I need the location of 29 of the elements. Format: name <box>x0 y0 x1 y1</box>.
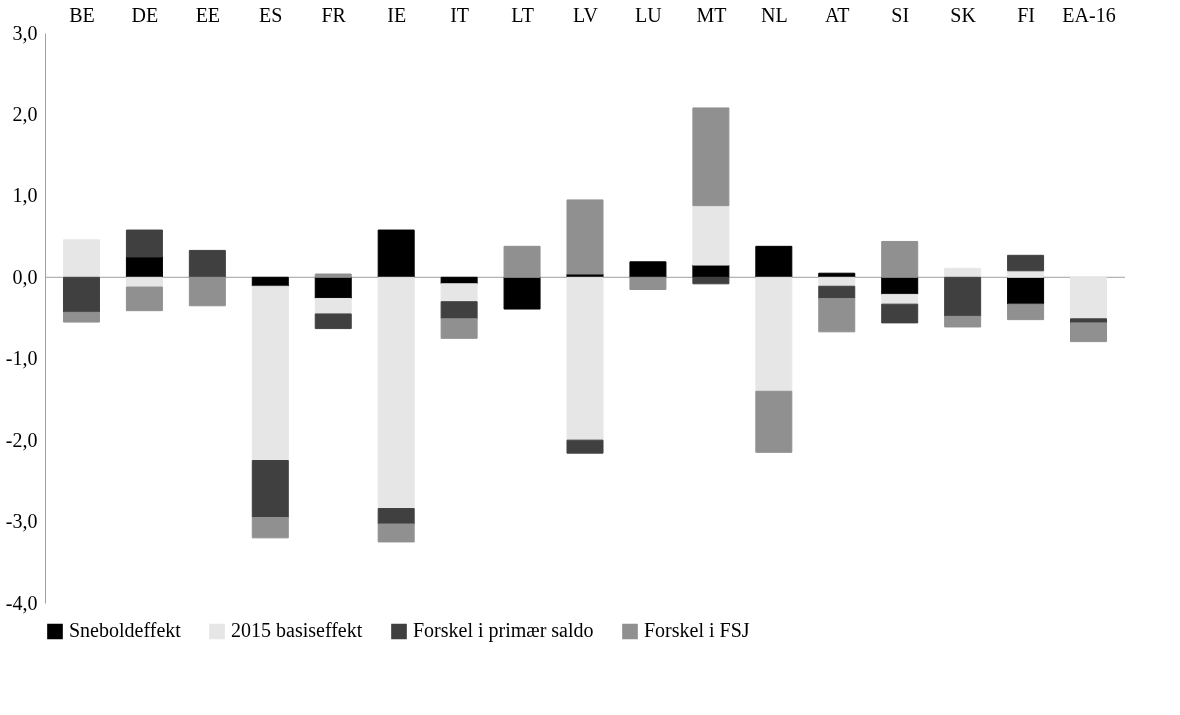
x-tick-label: IT <box>450 3 470 26</box>
y-tick-label: -4,0 <box>5 591 38 614</box>
x-tick-label: FR <box>321 3 347 26</box>
x-tick-label: EE <box>195 3 221 26</box>
y-tick-label: -3,0 <box>5 510 38 533</box>
x-tick-label: LU <box>635 3 663 26</box>
y-tick-label: 2,0 <box>12 102 38 125</box>
x-tick-label: LV <box>573 3 599 26</box>
x-tick-label: AT <box>825 3 850 26</box>
x-tick-label: DE <box>131 3 159 26</box>
x-tick-label: LT <box>511 3 534 26</box>
y-tick-label: 3,0 <box>12 21 38 44</box>
y-tick-label: -2,0 <box>5 428 38 451</box>
x-tick-label: FI <box>1017 3 1035 26</box>
x-tick-label: EA-16 <box>1062 3 1116 26</box>
x-tick-label: MT <box>696 3 727 26</box>
x-tick-label: BE <box>69 3 95 26</box>
x-tick-label: NL <box>760 3 788 26</box>
legend-label: Sneboldeffekt <box>69 619 182 642</box>
x-tick-label: ES <box>259 3 283 26</box>
y-tick-label: 0,0 <box>12 265 38 288</box>
x-tick-label: IE <box>387 3 407 26</box>
legend-label: 2015 basiseffekt <box>231 619 363 642</box>
y-tick-label: -1,0 <box>5 347 38 370</box>
legend-label: Forskel i primær saldo <box>413 619 594 643</box>
y-tick-label: 1,0 <box>12 184 38 207</box>
x-tick-label: SK <box>950 3 977 26</box>
legend-label: Forskel i FSJ <box>644 619 750 642</box>
x-tick-label: SI <box>891 3 910 26</box>
